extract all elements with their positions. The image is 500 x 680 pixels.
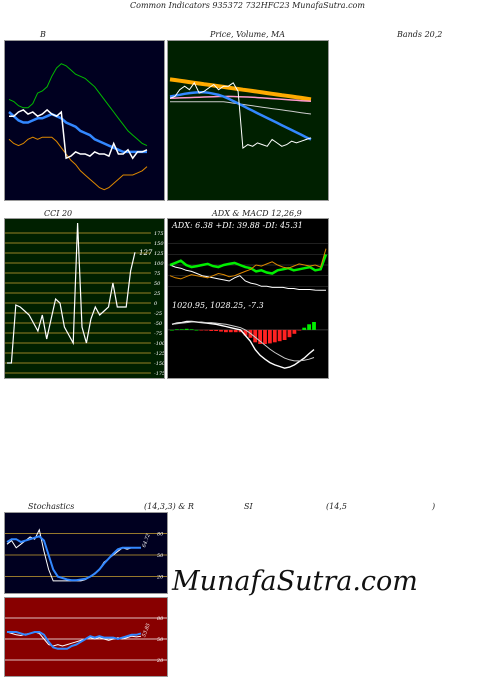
macd-histogram-bar-20	[268, 329, 272, 344]
stoch-params-label: (14,3,3) & R	[144, 502, 194, 511]
macd-histogram-bar-18	[258, 329, 262, 344]
cci-tick-7: 0	[154, 301, 158, 307]
adx-macd-label: ADX & MACD 12,26,9	[212, 209, 302, 218]
rsi-tick-1: 50	[157, 637, 164, 643]
cci-tick-1: 150	[154, 241, 164, 247]
rsi-series-rsi-blue	[7, 631, 142, 650]
cci-tick-14: -175	[154, 371, 165, 377]
macd-chart	[168, 320, 328, 369]
adx-macd-panel: ADX: 6.38 +DI: 39.88 -DI: 45.31 1020.95,…	[167, 218, 329, 379]
cci-tick-10: -75	[154, 331, 162, 337]
macd-histogram-bar-10	[219, 329, 223, 332]
price-volume-ma-label: Price, Volume, MA	[210, 30, 286, 39]
rsi-tick-0: 80	[157, 616, 164, 622]
bands-chart	[8, 63, 148, 191]
bollinger-bands-series-upper	[8, 63, 148, 147]
price-panel	[167, 40, 329, 201]
stoch-tick-0: 80	[157, 531, 164, 537]
cci-chart: 175 150 125 100 75 50 25 0 -25 -50 -75 -100 -125 -150…	[5, 222, 165, 377]
macd-histogram-bar-0	[170, 329, 174, 331]
cci-tick-4: 75	[154, 271, 160, 277]
bollinger-bands-series-middle	[8, 111, 147, 154]
bands-label: B	[40, 30, 46, 39]
macd-histogram-bar-7	[204, 329, 209, 331]
cci-tick-8: -25	[154, 311, 162, 317]
rsi-tick-2: 20	[156, 658, 164, 664]
macd-histogram-bar-21	[272, 329, 277, 343]
adx-series-adx	[169, 264, 326, 291]
cci-tick-2: 125	[154, 251, 164, 257]
macd-histogram-bar-29	[312, 322, 316, 330]
stoch-tick-2: 20	[156, 575, 164, 581]
cci-series-cci	[7, 222, 136, 364]
macd-histogram-bar-12	[228, 329, 233, 333]
macd-histogram-bar-15	[243, 329, 248, 336]
cci-tick-5: 50	[154, 281, 161, 287]
rsi-close-label: )	[432, 502, 436, 511]
header-title: Common Indicators 935372 732HFC23 Munafa…	[130, 1, 365, 10]
macd-histogram-bar-4	[189, 329, 194, 330]
bollinger-bands-series-price	[9, 108, 148, 160]
rsi-chart: 80 50 20 53.85	[5, 616, 167, 664]
macd-histogram-bar-8	[209, 329, 214, 331]
macd-histogram-bar-2	[179, 329, 184, 330]
cci-tick-9: -50	[154, 321, 163, 327]
rsi-params-label: (14,5	[326, 502, 347, 511]
macd-series-signal	[171, 321, 315, 362]
adx-chart	[168, 243, 328, 291]
rsi-last-value: 53.85	[141, 623, 152, 639]
stochastics-label: Stochastics	[28, 502, 75, 511]
macd-histogram-bar-14	[238, 329, 243, 333]
price-volume-ma-series-ma-orange	[169, 77, 312, 102]
macd-readout: 1020.95, 1028.25, -7.3	[172, 301, 264, 310]
macd-histogram-bar-5	[194, 329, 199, 331]
adx-readout: ADX: 6.38 +DI: 39.88 -DI: 45.31	[172, 221, 303, 230]
price-volume-ma-series-ma-blue	[169, 90, 312, 141]
stochastics-series--d	[6, 535, 141, 582]
adx-series--di	[169, 254, 328, 275]
stoch-panel: 80 50 20 64.72	[4, 512, 168, 594]
watermark: MunafaSutra.com	[172, 566, 418, 597]
macd-histogram-bar-27	[302, 327, 307, 330]
macd-histogram-bar-9	[214, 329, 218, 331]
price-volume-ma-series-ma-pink	[169, 95, 312, 103]
cci-label: CCI 20	[44, 209, 73, 218]
cci-last-value: 127	[139, 249, 153, 257]
bollinger-bands-series-lower	[8, 136, 148, 191]
price-chart	[169, 77, 312, 150]
macd-histogram-bar-3	[184, 328, 189, 330]
rsi-label: SI	[244, 502, 253, 511]
price-volume-ma-series-price	[169, 81, 312, 150]
macd-histogram-bar-19	[263, 329, 267, 344]
cci-tick-3: 100	[154, 261, 164, 267]
cci-tick-12: -125	[154, 351, 165, 357]
stoch-chart: 80 50 20 64.72	[5, 528, 167, 582]
cci-panel: 175 150 125 100 75 50 25 0 -25 -50 -75 -100 -125 -150…	[4, 218, 165, 379]
macd-histogram-bar-13	[233, 329, 238, 333]
macd-histogram-bar-17	[253, 329, 258, 343]
stoch-last-value: 64.72	[141, 533, 152, 549]
cci-tick-0: 175	[154, 231, 164, 237]
macd-histogram-bar-11	[224, 329, 228, 333]
bands-right-label: Bands 20,2	[397, 30, 443, 39]
macd-histogram-bar-28	[307, 324, 311, 330]
macd-histogram-bar-24	[287, 329, 292, 338]
bands-panel	[4, 40, 165, 201]
stoch-tick-1: 50	[157, 553, 164, 559]
cci-tick-6: 25	[153, 291, 160, 297]
macd-histogram-bar-22	[277, 329, 282, 342]
macd-histogram-bar-26	[297, 329, 302, 331]
macd-histogram-bar-23	[282, 329, 287, 340]
cci-tick-11: -100	[154, 341, 165, 347]
rsi-panel: 80 50 20 53.85	[4, 597, 168, 677]
macd-histogram-bar-6	[199, 329, 204, 331]
macd-histogram-bar-1	[175, 329, 179, 330]
cci-tick-13: -150	[154, 361, 165, 367]
macd-histogram-bar-25	[292, 329, 297, 334]
adx-series--di	[169, 248, 327, 280]
